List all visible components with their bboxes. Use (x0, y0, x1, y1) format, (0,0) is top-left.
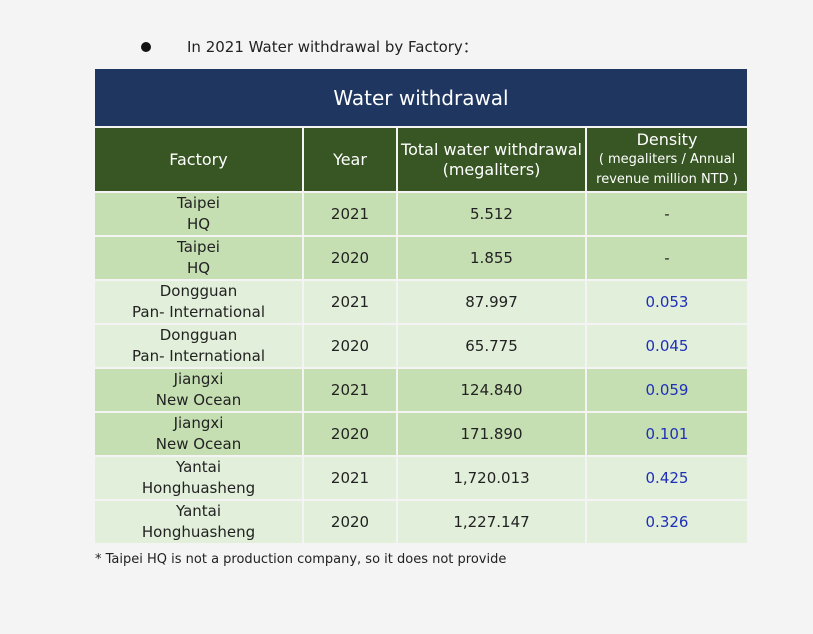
year-cell: 2020 (302, 323, 397, 368)
bullet-icon (141, 41, 151, 52)
factory-cell: Dongguan Pan- International (95, 279, 303, 324)
header-total: Total water withdrawal (megaliters) (396, 128, 586, 192)
factory-cell: Taipei HQ (95, 235, 303, 280)
table-row: Jiangxi New Ocean 2021 124.840 0.059 (95, 367, 747, 412)
header-factory: Factory (95, 128, 303, 192)
total-cell: 5.512 (396, 191, 586, 236)
header-density-sub1: ( megaliters / Annual (598, 151, 736, 167)
factory-cell: Yantai Honghuasheng (95, 499, 303, 543)
year-cell: 2020 (302, 235, 397, 280)
total-cell: 87.997 (396, 279, 586, 324)
density-cell: 0.045 (585, 323, 747, 368)
header-year: Year (302, 128, 397, 192)
factory-cell: Dongguan Pan- International (95, 323, 303, 368)
total-cell: 1,720.013 (396, 455, 586, 500)
density-cell: 0.425 (585, 455, 747, 500)
table-row: Dongguan Pan- International 2021 87.997 0… (95, 279, 747, 324)
total-cell: 1,227.147 (396, 499, 586, 543)
footnote: * Taipei HQ is not a production company,… (95, 552, 507, 567)
total-cell: 171.890 (396, 411, 586, 456)
density-cell: 0.053 (585, 279, 747, 324)
header-density: Density ( megaliters / Annual revenue mi… (585, 128, 747, 192)
header-density-main: Density (636, 129, 698, 149)
density-cell: 0.059 (585, 367, 747, 412)
total-cell: 124.840 (396, 367, 586, 412)
factory-cell: Taipei HQ (95, 191, 303, 236)
data-table: Factory Year Total water withdrawal (meg… (95, 128, 747, 543)
total-cell: 1.855 (396, 235, 586, 280)
year-cell: 2020 (302, 499, 397, 543)
density-cell: 0.101 (585, 411, 747, 456)
total-cell: 65.775 (396, 323, 586, 368)
factory-cell: Yantai Honghuasheng (95, 455, 303, 500)
year-cell: 2020 (302, 411, 397, 456)
header-density-sub2: revenue million NTD ) (596, 171, 738, 187)
density-cell: 0.326 (585, 499, 747, 543)
intro-line: In 2021 Water withdrawal by Factory： (141, 36, 478, 57)
year-cell: 2021 (302, 455, 397, 500)
table-row: Jiangxi New Ocean 2020 171.890 0.101 (95, 411, 747, 456)
year-cell: 2021 (302, 367, 397, 412)
density-cell: - (585, 191, 747, 236)
table-row: Yantai Honghuasheng 2021 1,720.013 0.425 (95, 455, 747, 500)
density-cell: - (585, 235, 747, 280)
intro-text: In 2021 Water withdrawal by Factory： (187, 38, 478, 56)
year-cell: 2021 (302, 279, 397, 324)
table-row: Dongguan Pan- International 2020 65.775 0… (95, 323, 747, 368)
table-row: Yantai Honghuasheng 2020 1,227.147 0.326 (95, 499, 747, 543)
table-title: Water withdrawal (95, 69, 747, 126)
header-row: Factory Year Total water withdrawal (meg… (95, 128, 747, 192)
factory-cell: Jiangxi New Ocean (95, 411, 303, 456)
factory-cell: Jiangxi New Ocean (95, 367, 303, 412)
water-withdrawal-table: Water withdrawal Factory Year Total wate… (95, 69, 747, 543)
table-row: Taipei HQ 2020 1.855 - (95, 235, 747, 280)
table-row: Taipei HQ 2021 5.512 - (95, 191, 747, 236)
year-cell: 2021 (302, 191, 397, 236)
